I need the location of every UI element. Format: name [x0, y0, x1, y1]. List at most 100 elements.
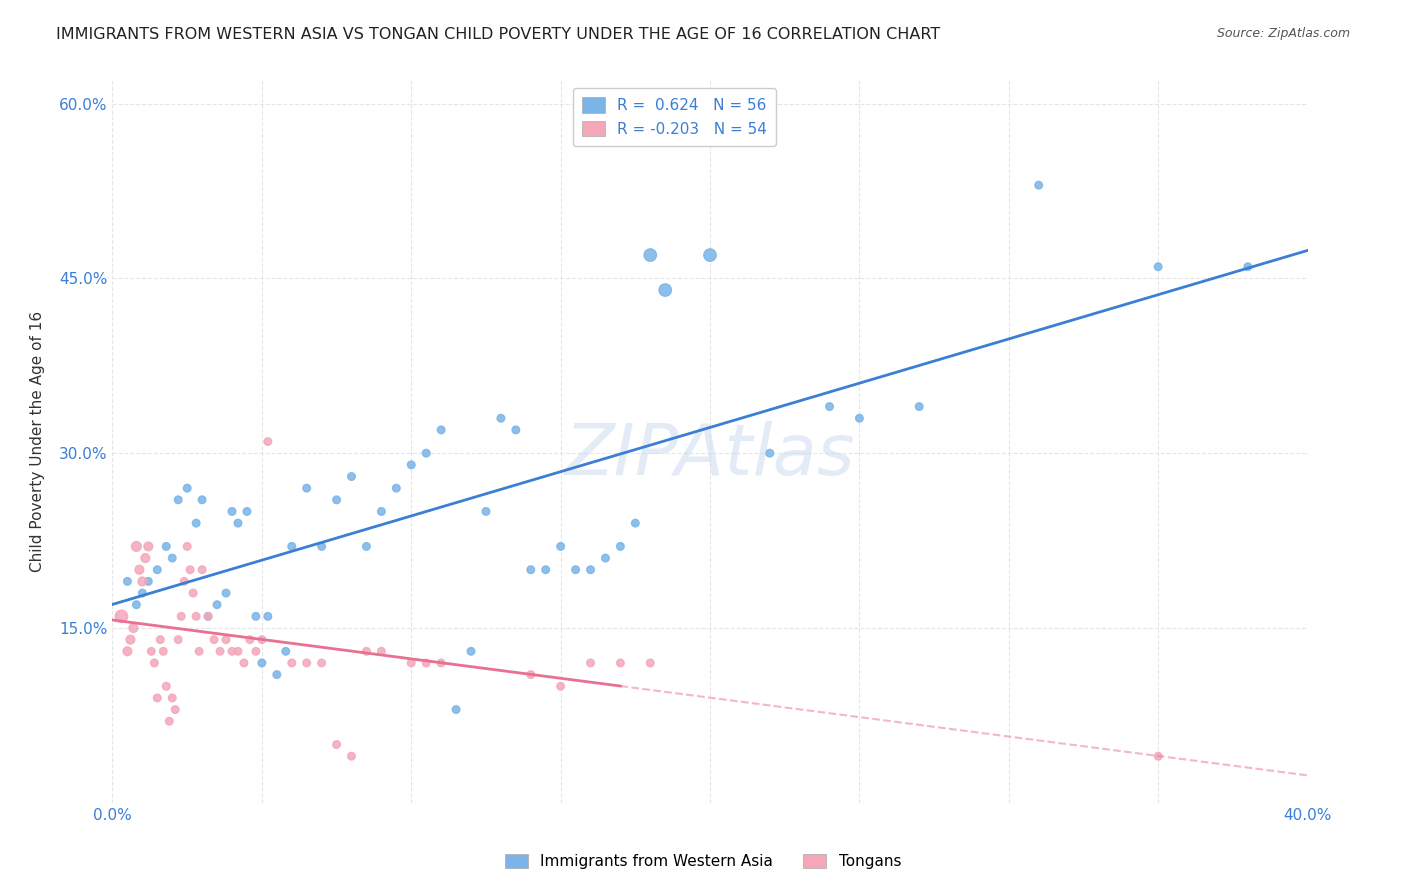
Point: [173, 574, 195, 589]
Legend: Immigrants from Western Asia, Tongans: Immigrants from Western Asia, Tongans: [499, 848, 907, 875]
Point: [1028, 178, 1050, 193]
Point: [401, 656, 423, 670]
Point: [138, 540, 160, 554]
Point: [1147, 749, 1170, 764]
Point: [1147, 260, 1170, 274]
Point: [579, 563, 602, 577]
Point: [110, 609, 132, 624]
Point: [759, 446, 782, 460]
Point: [295, 656, 318, 670]
Point: [239, 632, 262, 647]
Point: [197, 609, 219, 624]
Point: [128, 563, 150, 577]
Point: [186, 516, 208, 530]
Legend: R =  0.624   N = 56, R = -0.203   N = 54: R = 0.624 N = 56, R = -0.203 N = 54: [572, 88, 776, 146]
Point: [609, 540, 631, 554]
Point: [534, 563, 557, 577]
Point: [170, 609, 193, 624]
Point: [117, 644, 139, 658]
Point: [146, 690, 169, 705]
Point: [257, 434, 280, 449]
Point: [430, 423, 453, 437]
Point: [340, 469, 363, 483]
Point: [415, 656, 437, 670]
Point: [186, 609, 208, 624]
Point: [165, 702, 187, 716]
Point: [325, 738, 347, 752]
Point: [134, 551, 156, 566]
Point: [295, 481, 318, 495]
Point: [595, 551, 617, 566]
Point: [197, 609, 219, 624]
Point: [444, 702, 467, 716]
Point: [250, 632, 273, 647]
Point: [162, 690, 183, 705]
Point: [624, 516, 647, 530]
Point: [117, 574, 139, 589]
Point: [281, 656, 304, 670]
Point: [215, 586, 238, 600]
Point: [274, 644, 297, 658]
Point: [125, 598, 148, 612]
Point: [550, 540, 572, 554]
Point: [221, 504, 243, 518]
Point: [489, 411, 512, 425]
Point: [257, 609, 280, 624]
Point: [236, 504, 259, 518]
Point: [550, 679, 572, 693]
Point: [505, 423, 527, 437]
Point: [152, 644, 174, 658]
Point: [155, 679, 177, 693]
Point: [176, 540, 198, 554]
Point: [157, 714, 180, 729]
Point: [640, 656, 662, 670]
Point: [430, 656, 453, 670]
Point: [385, 481, 408, 495]
Point: [188, 644, 211, 658]
Point: [167, 492, 190, 507]
Point: [155, 540, 177, 554]
Point: [699, 248, 721, 262]
Point: [848, 411, 870, 425]
Point: [167, 632, 190, 647]
Point: [520, 667, 543, 681]
Point: [520, 563, 543, 577]
Point: [370, 504, 392, 518]
Point: [209, 644, 232, 658]
Point: [370, 644, 392, 658]
Point: [191, 563, 214, 577]
Point: [122, 621, 145, 635]
Point: [143, 656, 166, 670]
Point: [460, 644, 482, 658]
Point: [245, 609, 267, 624]
Point: [250, 656, 273, 670]
Text: Source: ZipAtlas.com: Source: ZipAtlas.com: [1216, 27, 1350, 40]
Point: [215, 632, 238, 647]
Point: [818, 400, 841, 414]
Point: [176, 481, 198, 495]
Point: [226, 644, 249, 658]
Point: [131, 574, 153, 589]
Point: [226, 516, 249, 530]
Point: [191, 492, 214, 507]
Point: [1237, 260, 1260, 274]
Point: [181, 586, 204, 600]
Point: [221, 644, 243, 658]
Point: [356, 644, 378, 658]
Point: [149, 632, 172, 647]
Point: [131, 586, 153, 600]
Point: [579, 656, 602, 670]
Point: [475, 504, 498, 518]
Point: [146, 563, 169, 577]
Y-axis label: Child Poverty Under the Age of 16: Child Poverty Under the Age of 16: [31, 311, 45, 572]
Point: [233, 656, 256, 670]
Point: [202, 632, 225, 647]
Point: [325, 492, 347, 507]
Point: [356, 540, 378, 554]
Point: [281, 540, 304, 554]
Point: [654, 283, 676, 297]
Point: [120, 632, 142, 647]
Point: [415, 446, 437, 460]
Text: IMMIGRANTS FROM WESTERN ASIA VS TONGAN CHILD POVERTY UNDER THE AGE OF 16 CORRELA: IMMIGRANTS FROM WESTERN ASIA VS TONGAN C…: [56, 27, 941, 42]
Point: [908, 400, 931, 414]
